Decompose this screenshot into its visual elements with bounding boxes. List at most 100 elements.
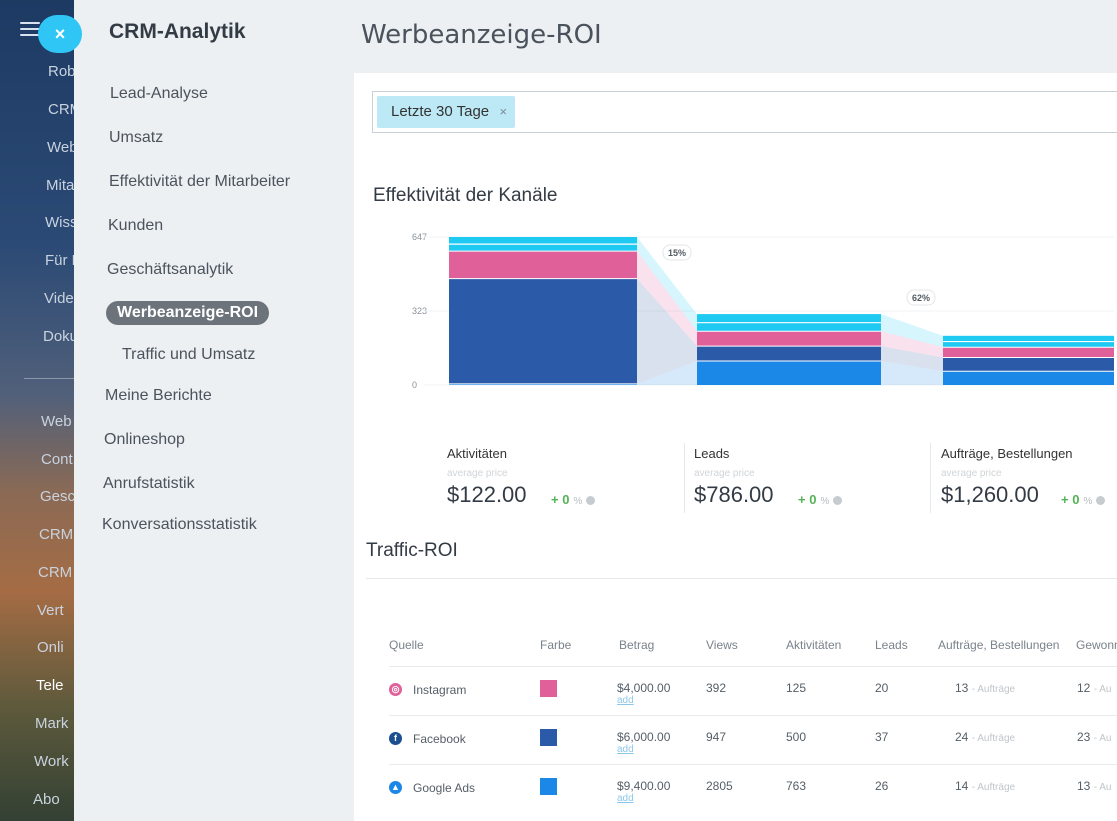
bar-segment bbox=[449, 251, 637, 279]
flow-band bbox=[881, 331, 943, 358]
bar-segment bbox=[697, 360, 881, 385]
cell-views: 2805 bbox=[706, 779, 733, 793]
column-header[interactable]: Leads bbox=[875, 638, 908, 652]
column-header[interactable]: Aktivitäten bbox=[786, 638, 842, 652]
add-amount-link[interactable]: add bbox=[617, 793, 634, 804]
instagram-icon: ◎ bbox=[389, 683, 402, 696]
add-amount-link[interactable]: add bbox=[617, 744, 634, 755]
bar-segment bbox=[943, 347, 1114, 358]
column-header[interactable]: Aufträge, Bestellungen bbox=[938, 638, 1060, 652]
cell-orders: 13 - Aufträge bbox=[955, 681, 1015, 695]
bg-menu-item[interactable]: Web bbox=[41, 413, 72, 430]
cell-source: Facebook bbox=[413, 732, 466, 746]
cell-won: 13 - Au bbox=[1077, 779, 1112, 793]
metric-sublabel: average price bbox=[694, 468, 755, 479]
won-unit: - Au bbox=[1093, 782, 1112, 793]
metric-change: + 0% bbox=[1061, 492, 1106, 507]
bar-segment bbox=[697, 346, 881, 361]
bg-menu-item[interactable]: Work bbox=[34, 753, 69, 770]
hamburger-menu-icon[interactable] bbox=[20, 22, 40, 36]
bg-menu-item[interactable]: Mita bbox=[46, 177, 75, 194]
add-amount-link[interactable]: add bbox=[617, 695, 634, 706]
nav-item-anrufstatistik[interactable]: Anrufstatistik bbox=[103, 475, 195, 492]
bg-menu-item[interactable]: Onli bbox=[37, 639, 64, 656]
nav-item-traffic-und-umsatz[interactable]: Traffic und Umsatz bbox=[122, 346, 256, 363]
bg-menu-item[interactable]: CRM bbox=[39, 526, 74, 543]
cell-views: 392 bbox=[706, 681, 727, 695]
table-row[interactable]: ▲ Google Ads $9,400.00 add 2805 763 26 14 - Auf… bbox=[389, 764, 1117, 813]
table-row[interactable]: f Facebook $6,000.00 add 947 500 37 24 - Aufträ… bbox=[389, 715, 1117, 764]
info-icon[interactable] bbox=[586, 496, 596, 506]
bg-menu-item[interactable]: Vide bbox=[44, 290, 74, 307]
orders-unit: - Aufträge bbox=[971, 733, 1016, 744]
nav-item-werbeanzeige-roi[interactable]: Werbeanzeige-ROI bbox=[106, 301, 270, 325]
orders-unit: - Aufträge bbox=[971, 684, 1016, 695]
color-swatch bbox=[540, 729, 557, 746]
bar-segment bbox=[697, 331, 881, 347]
metric-change-value: + 0 bbox=[1061, 492, 1080, 507]
color-swatch bbox=[540, 778, 557, 795]
main-panel: Werbeanzeige-ROI Letzte 30 Tage × Effekt… bbox=[340, 0, 1117, 821]
metric-label: Aktivitäten bbox=[447, 446, 507, 461]
filter-bar[interactable]: Letzte 30 Tage × bbox=[372, 91, 1117, 133]
nav-item-geschaeftsanalytik[interactable]: Geschäftsanalytik bbox=[107, 261, 234, 278]
info-icon[interactable] bbox=[1096, 496, 1106, 506]
card-divider bbox=[684, 443, 685, 513]
won-count: 13 bbox=[1077, 779, 1091, 793]
cell-amount: $6,000.00 bbox=[617, 730, 671, 744]
metric-change-unit: % bbox=[820, 496, 830, 507]
conversion-label: 62% bbox=[912, 293, 930, 303]
column-header[interactable]: Quelle bbox=[389, 638, 424, 652]
orders-count: 24 bbox=[955, 730, 969, 744]
facebook-icon: f bbox=[389, 732, 402, 745]
metric-card-activities: Aktivitäten average price $122.00 + 0% bbox=[447, 438, 687, 533]
won-count: 23 bbox=[1077, 730, 1091, 744]
section-divider bbox=[366, 578, 1117, 579]
bg-menu-item[interactable]: CRM bbox=[48, 101, 83, 118]
column-header[interactable]: Views bbox=[706, 638, 738, 652]
bar-segment bbox=[449, 383, 637, 385]
cell-won: 23 - Au bbox=[1077, 730, 1112, 744]
bg-menu-item[interactable]: Web bbox=[47, 139, 78, 156]
nav-item-meine-berichte[interactable]: Meine Berichte bbox=[105, 387, 212, 404]
cell-won: 12 - Au bbox=[1077, 681, 1112, 695]
bg-menu-item[interactable]: Abo bbox=[33, 791, 60, 808]
chip-remove-icon[interactable]: × bbox=[499, 104, 508, 119]
flow-band bbox=[881, 346, 943, 372]
bg-menu-item[interactable]: Gesc bbox=[40, 488, 76, 505]
bg-menu-item[interactable]: Tele bbox=[36, 677, 64, 694]
page-title: Werbeanzeige-ROI bbox=[361, 20, 602, 50]
bg-menu-item[interactable]: Doku bbox=[43, 328, 79, 345]
won-unit: - Au bbox=[1093, 733, 1112, 744]
close-slider-button[interactable]: × bbox=[38, 15, 82, 53]
table-section-title: Traffic-ROI bbox=[366, 540, 458, 561]
flow-band bbox=[637, 278, 697, 384]
bar-segment bbox=[943, 371, 1114, 385]
bar-segment bbox=[943, 357, 1114, 372]
column-header[interactable]: Farbe bbox=[540, 638, 572, 652]
bg-menu-item[interactable]: CRM bbox=[38, 564, 73, 581]
metric-change: + 0% bbox=[798, 492, 843, 507]
nav-item-onlineshop[interactable]: Onlineshop bbox=[104, 431, 185, 448]
conversion-badge bbox=[906, 289, 936, 306]
nav-item-lead-analyse[interactable]: Lead-Analyse bbox=[110, 85, 208, 102]
bg-menu-item[interactable]: Für E bbox=[45, 252, 82, 269]
bg-menu-item[interactable]: Wiss bbox=[45, 214, 78, 231]
conversion-label: 15% bbox=[668, 248, 686, 258]
column-header[interactable]: Betrag bbox=[619, 638, 655, 652]
table-row[interactable]: ◎ Instagram $4,000.00 add 392 125 20 13 - Auftr… bbox=[389, 666, 1117, 715]
channel-effectiveness-chart: 647 323 0 15% 62% bbox=[412, 232, 1114, 390]
nav-item-umsatz[interactable]: Umsatz bbox=[109, 129, 164, 146]
cell-source: Google Ads bbox=[413, 781, 476, 795]
bg-menu-item[interactable]: Vert bbox=[37, 602, 64, 619]
bg-menu-item[interactable]: Cont bbox=[41, 451, 73, 468]
won-count: 12 bbox=[1077, 681, 1091, 695]
cell-leads: 20 bbox=[875, 681, 889, 695]
nav-item-kunden[interactable]: Kunden bbox=[108, 217, 164, 234]
column-header[interactable]: Gewonn bbox=[1076, 638, 1117, 652]
nav-item-effektivitaet[interactable]: Effektivität der Mitarbeiter bbox=[109, 173, 291, 190]
nav-item-konversationsstatistik[interactable]: Konversationsstatistik bbox=[102, 516, 257, 533]
info-icon[interactable] bbox=[833, 496, 843, 506]
bg-menu-item[interactable]: Mark bbox=[35, 715, 69, 732]
filter-chip-period[interactable]: Letzte 30 Tage × bbox=[377, 96, 516, 128]
